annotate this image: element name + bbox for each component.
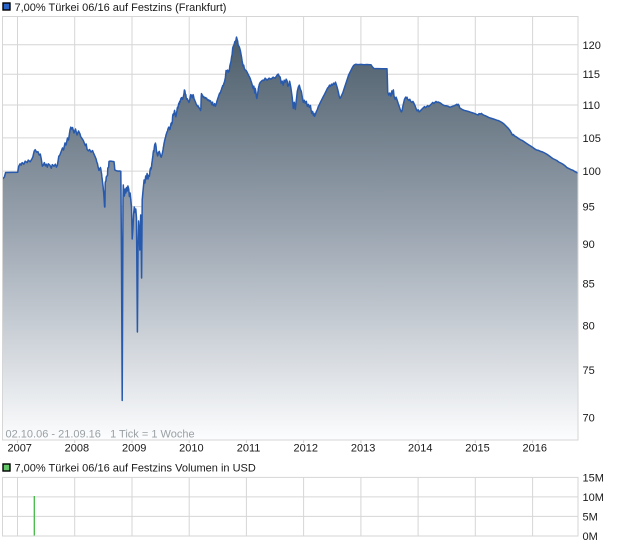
svg-text:2012: 2012: [294, 443, 318, 455]
svg-text:105: 105: [583, 133, 601, 145]
svg-text:95: 95: [583, 202, 595, 214]
svg-text:7,00% Türkei 06/16 auf Festzin: 7,00% Türkei 06/16 auf Festzins Volumen …: [15, 463, 256, 475]
svg-text:2008: 2008: [65, 443, 89, 455]
svg-text:10M: 10M: [583, 492, 604, 504]
svg-text:75: 75: [583, 365, 595, 377]
svg-text:2009: 2009: [122, 443, 146, 455]
svg-text:5M: 5M: [583, 511, 598, 523]
svg-text:15M: 15M: [583, 472, 604, 484]
svg-text:110: 110: [583, 100, 601, 112]
svg-text:80: 80: [583, 321, 595, 333]
svg-text:120: 120: [583, 40, 601, 52]
svg-text:90: 90: [583, 239, 595, 251]
svg-text:2007: 2007: [7, 443, 31, 455]
svg-text:115: 115: [583, 69, 601, 81]
svg-text:70: 70: [583, 413, 595, 425]
svg-text:85: 85: [583, 279, 595, 291]
svg-text:2011: 2011: [237, 443, 261, 455]
svg-text:2013: 2013: [351, 443, 375, 455]
svg-text:2014: 2014: [408, 443, 432, 455]
svg-text:2010: 2010: [179, 443, 203, 455]
svg-text:2016: 2016: [523, 443, 547, 455]
svg-text:0M: 0M: [583, 531, 598, 543]
svg-text:02.10.06 - 21.09.16 1 Tick =: 02.10.06 - 21.09.16 1 Tick = 1 Woche: [6, 429, 195, 441]
svg-text:2015: 2015: [465, 443, 489, 455]
svg-text:7,00% Türkei 06/16 auf Festzin: 7,00% Türkei 06/16 auf Festzins (Frankfu…: [15, 2, 227, 14]
svg-text:100: 100: [583, 166, 601, 178]
